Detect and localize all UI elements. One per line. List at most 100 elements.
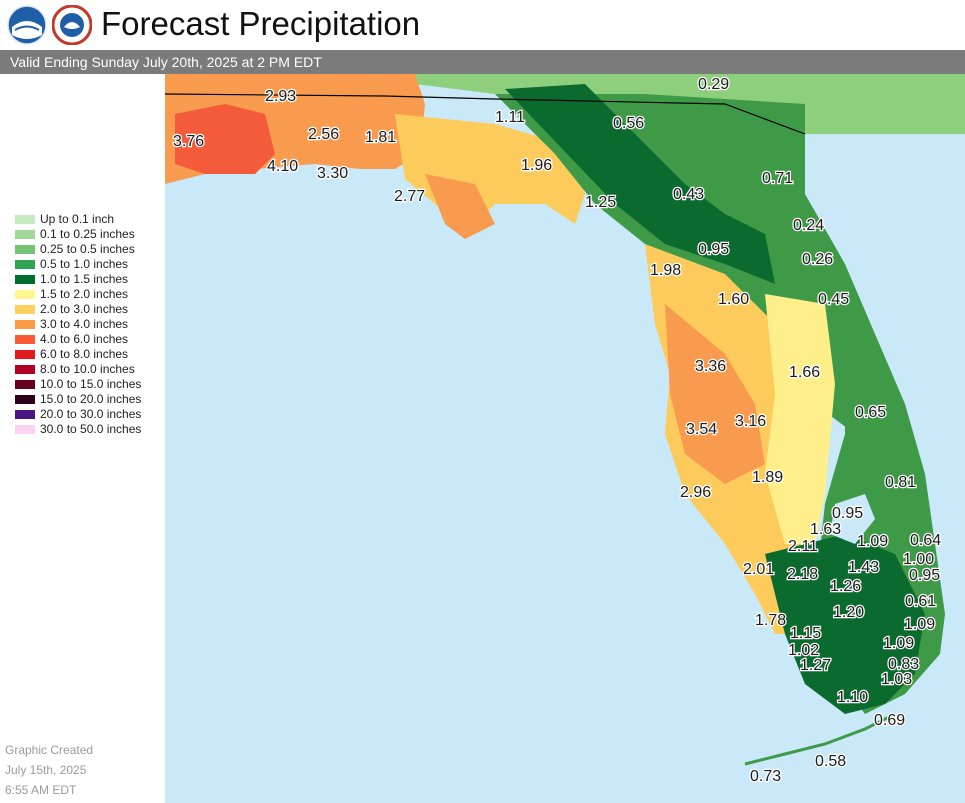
land-peninsula-orange	[665, 304, 765, 484]
legend-label: Up to 0.1 inch	[40, 212, 115, 226]
precip-amount-label: 0.24	[793, 217, 824, 234]
precip-amount-label: 3.54	[686, 421, 717, 438]
precip-amount-label: 1.02	[788, 642, 819, 659]
precip-amount-label: 1.43	[848, 559, 879, 576]
precip-amount-label: 2.96	[680, 484, 711, 501]
precip-amount-label: 0.45	[818, 291, 849, 308]
legend-swatch	[15, 230, 35, 239]
precipitation-map: 2.93 3.76 2.56 1.81 4.10 3.30 2.77 1.11 0.56 0.29…	[165, 74, 965, 803]
legend-item: 6.0 to 8.0 inches	[15, 347, 165, 362]
precip-amount-label: 0.71	[762, 170, 793, 187]
header: Forecast Precipitation	[0, 0, 965, 50]
legend-item: 20.0 to 30.0 inches	[15, 407, 165, 422]
amount-labels: 2.93 3.76 2.56 1.81 4.10 3.30 2.77 1.11 0.56 0.29…	[172, 75, 943, 787]
valid-time-bar: Valid Ending Sunday July 20th, 2025 at 2…	[0, 50, 965, 74]
graphic-created-info: Graphic Created July 15th, 2025 6:55 AM …	[5, 740, 93, 800]
precip-amount-label: 2.93	[265, 88, 296, 105]
precip-amount-label: 0.95	[698, 241, 729, 258]
valid-time-text: Valid Ending Sunday July 20th, 2025 at 2…	[10, 54, 322, 70]
legend-swatch	[15, 305, 35, 314]
legend-swatch	[15, 365, 35, 374]
precip-amount-label: 2.56	[308, 126, 339, 143]
legend-swatch	[15, 245, 35, 254]
precip-amount-label: 0.95	[909, 567, 940, 584]
precip-amount-label: 1.03	[881, 671, 912, 688]
legend-label: 1.5 to 2.0 inches	[40, 287, 129, 301]
precip-amount-label: 1.78	[755, 612, 786, 629]
legend-swatch	[15, 215, 35, 224]
precip-amount-label: 3.36	[695, 358, 726, 375]
legend-label: 4.0 to 6.0 inches	[40, 332, 129, 346]
legend-swatch	[15, 260, 35, 269]
legend-swatch	[15, 425, 35, 434]
legend-label: 30.0 to 50.0 inches	[40, 422, 142, 436]
precip-amount-label: 0.56	[613, 115, 644, 132]
precip-amount-label: 1.09	[857, 533, 888, 550]
precip-amount-label: 0.65	[855, 404, 886, 421]
legend-item: 0.25 to 0.5 inches	[15, 242, 165, 257]
precip-amount-label: 1.15	[790, 625, 821, 642]
legend-label: 15.0 to 20.0 inches	[40, 392, 142, 406]
legend-item: 10.0 to 15.0 inches	[15, 377, 165, 392]
land-peninsula-yellow	[765, 294, 835, 544]
legend-item: 4.0 to 6.0 inches	[15, 332, 165, 347]
legend-swatch	[15, 410, 35, 419]
land-north-fl-dark	[505, 84, 775, 284]
legend-swatch	[15, 380, 35, 389]
precip-amount-label: 1.98	[650, 262, 681, 279]
lake-okeechobee	[830, 494, 875, 544]
legend-label: 0.1 to 0.25 inches	[40, 227, 135, 241]
land-north-fl	[495, 94, 865, 434]
precip-amount-label: 3.16	[735, 413, 766, 430]
legend-label: 0.25 to 0.5 inches	[40, 242, 135, 256]
precip-amount-label: 1.27	[800, 657, 831, 674]
precip-amount-label: 0.83	[888, 656, 919, 673]
precip-amount-label: 0.73	[750, 768, 781, 785]
precip-amount-label: 1.96	[521, 157, 552, 174]
precip-amount-label: 0.43	[673, 186, 704, 203]
legend-swatch	[15, 290, 35, 299]
legend: Up to 0.1 inch 0.1 to 0.25 inches 0.25 to …	[15, 212, 165, 437]
precip-amount-label: 1.00	[903, 551, 934, 568]
legend-swatch	[15, 320, 35, 329]
precip-amount-label: 3.30	[317, 165, 348, 182]
precip-amount-label: 1.10	[837, 689, 868, 706]
precip-amount-label: 0.81	[885, 474, 916, 491]
legend-swatch	[15, 350, 35, 359]
legend-swatch	[15, 395, 35, 404]
legend-label: 10.0 to 15.0 inches	[40, 377, 142, 391]
precip-amount-label: 0.69	[874, 712, 905, 729]
legend-item: 8.0 to 10.0 inches	[15, 362, 165, 377]
legend-item: 0.1 to 0.25 inches	[15, 227, 165, 242]
precip-amount-label: 3.76	[173, 133, 204, 150]
precip-amount-label: 1.63	[810, 521, 841, 538]
legend-item: 1.5 to 2.0 inches	[15, 287, 165, 302]
legend-label: 0.5 to 1.0 inches	[40, 257, 129, 271]
legend-swatch	[15, 275, 35, 284]
legend-item: 3.0 to 4.0 inches	[15, 317, 165, 332]
precip-amount-label: 0.29	[698, 76, 729, 93]
precip-amount-label: 1.60	[718, 291, 749, 308]
land-south-fl-dark	[765, 534, 925, 714]
precip-amount-label: 2.18	[787, 566, 818, 583]
precip-amount-label: 1.81	[365, 129, 396, 146]
legend-item: 30.0 to 50.0 inches	[15, 422, 165, 437]
precip-amount-label: 0.95	[832, 505, 863, 522]
legend-label: 2.0 to 3.0 inches	[40, 302, 129, 316]
precip-amount-label: 2.77	[394, 188, 425, 205]
precip-amount-label: 1.09	[883, 635, 914, 652]
precip-amount-label: 1.89	[752, 469, 783, 486]
land-apalachicola	[425, 174, 495, 239]
legend-label: 1.0 to 1.5 inches	[40, 272, 129, 286]
legend-item: 0.5 to 1.0 inches	[15, 257, 165, 272]
precip-amount-label: 1.20	[833, 604, 864, 621]
legend-label: 8.0 to 10.0 inches	[40, 362, 135, 376]
legend-label: 20.0 to 30.0 inches	[40, 407, 142, 421]
state-border	[165, 93, 806, 135]
precip-amount-label: 4.10	[267, 158, 298, 175]
precip-amount-label: 2.01	[743, 561, 774, 578]
legend-swatch	[15, 335, 35, 344]
precip-amount-label: 0.26	[802, 251, 833, 268]
precip-amount-label: 2.11	[788, 538, 818, 555]
precip-amount-label: 0.61	[905, 593, 936, 610]
